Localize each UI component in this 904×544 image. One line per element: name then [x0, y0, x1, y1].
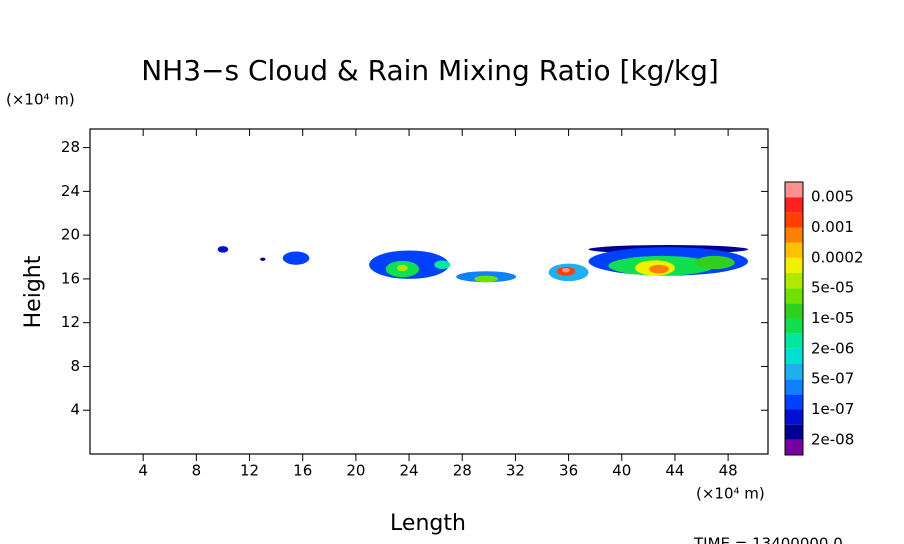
- colorbar-label: 2e-06: [811, 339, 854, 357]
- colorbar-swatch: [785, 303, 803, 319]
- colorbar-swatch: [785, 212, 803, 228]
- colorbar-label: 0.005: [811, 188, 854, 206]
- cloud-cell: [694, 255, 735, 270]
- colorbar-swatch: [785, 242, 803, 258]
- x-tick-label: 16: [293, 462, 312, 480]
- colorbar-swatch: [785, 227, 803, 243]
- x-tick-label: 20: [346, 462, 365, 480]
- colorbar-label: 5e-07: [811, 370, 854, 388]
- plot-area: [217, 244, 749, 283]
- cloud-cell: [282, 251, 310, 265]
- x-tick-label: 28: [453, 462, 472, 480]
- x-tick-label: 44: [665, 462, 684, 480]
- colorbar-label: 0.001: [811, 218, 854, 236]
- colorbar-label: 1e-05: [811, 309, 854, 327]
- y-tick-label: 12: [61, 313, 80, 331]
- x-tick-label: 4: [138, 462, 148, 480]
- y-tick-label: 24: [61, 182, 80, 200]
- colorbar-label: 0.0002: [811, 248, 864, 266]
- cloud-cell: [260, 257, 266, 261]
- x-tick-label: 40: [612, 462, 631, 480]
- colorbar-label: 2e-08: [811, 430, 854, 448]
- colorbar-swatch: [785, 288, 803, 304]
- cloud-cell: [397, 264, 408, 272]
- y-tick-label: 16: [61, 269, 80, 287]
- colorbar-swatch: [785, 318, 803, 334]
- colorbar-frame: [784, 181, 804, 456]
- x-tick-label: 24: [400, 462, 419, 480]
- time-annotation: TIME = 13400000.0: [693, 535, 843, 544]
- cloud-cell: [217, 246, 229, 253]
- cloud-cell: [474, 275, 499, 283]
- x-unit: (×10⁴ m): [696, 485, 765, 503]
- colorbar-swatch: [785, 257, 803, 273]
- cloud-cell: [561, 267, 570, 273]
- y-tick-label: 20: [61, 226, 80, 244]
- colorbar-swatch: [785, 182, 803, 198]
- y-tick-label: 4: [70, 401, 80, 419]
- x-tick-label: 48: [719, 462, 738, 480]
- plot-frame: [89, 128, 769, 455]
- colorbar-swatch: [785, 273, 803, 289]
- colorbar-label: 5e-05: [811, 279, 854, 297]
- cloud-cell: [649, 264, 669, 274]
- x-tick-label: 36: [559, 462, 578, 480]
- y-axis-title: Height: [21, 255, 46, 328]
- colorbar-swatch: [785, 197, 803, 213]
- x-tick-label: 32: [506, 462, 525, 480]
- colorbar-swatch: [785, 364, 803, 380]
- colorbar-swatch: [785, 333, 803, 349]
- colorbar-swatch: [785, 348, 803, 364]
- x-tick-label: 8: [192, 462, 202, 480]
- colorbar-swatch: [785, 379, 803, 395]
- cloud-cell: [434, 260, 451, 270]
- y-unit: (×10⁴ m): [6, 91, 75, 109]
- x-axis-title: Length: [390, 511, 466, 536]
- y-tick-label: 8: [70, 357, 80, 375]
- x-tick-label: 12: [240, 462, 259, 480]
- colorbar-swatch: [785, 394, 803, 410]
- colorbar-swatch: [785, 424, 803, 440]
- colorbar-swatch: [785, 439, 803, 455]
- colorbar-swatch: [785, 409, 803, 425]
- colorbar-label: 1e-07: [811, 400, 854, 418]
- y-tick-label: 28: [61, 138, 80, 156]
- chart-title: NH3−s Cloud & Rain Mixing Ratio [kg/kg]: [141, 54, 719, 87]
